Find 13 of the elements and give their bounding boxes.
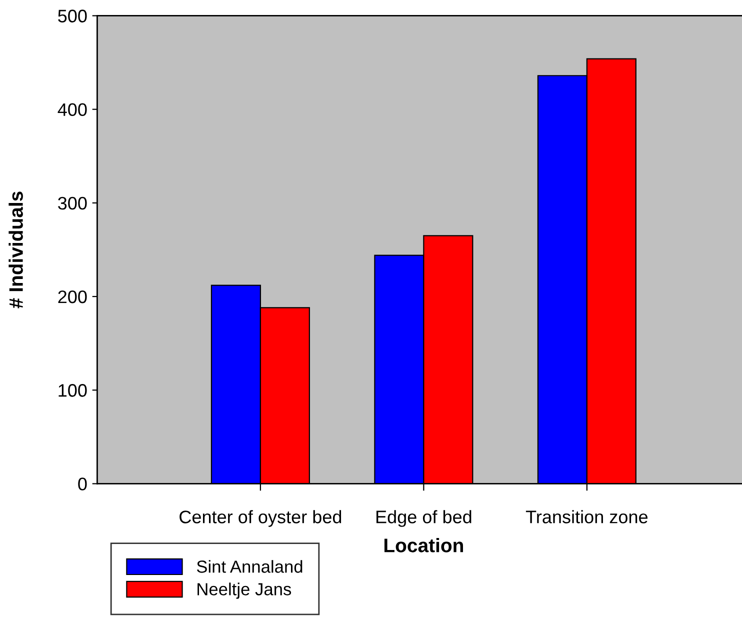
y-tick-label: 300: [58, 196, 87, 210]
legend-label: Neeltje Jans: [198, 582, 292, 599]
x-tick-label: Center of oyster bed: [180, 510, 342, 527]
x-tick-label: Transition zone: [526, 510, 648, 524]
y-tick-label: 200: [58, 290, 87, 304]
legend-label: Sint Annaland: [196, 560, 302, 573]
y-axis-title: # Individuals: [8, 192, 23, 308]
y-tick-label: 0: [78, 478, 87, 490]
y-tick-label: 400: [58, 103, 87, 116]
y-tick-label: 100: [58, 384, 87, 397]
x-axis-title: Location: [384, 538, 463, 552]
y-tick-label: 500: [58, 10, 87, 22]
x-tick-label: Edge of bed: [376, 510, 472, 527]
